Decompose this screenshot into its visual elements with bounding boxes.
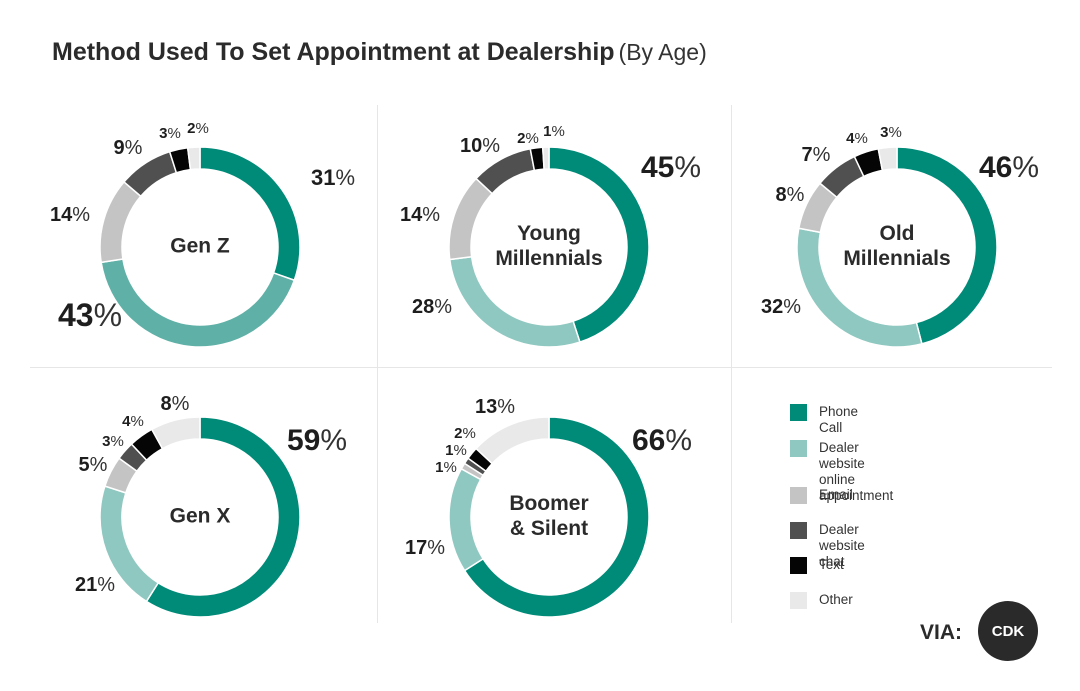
divider-vertical-1	[377, 105, 378, 623]
data-label: 2%	[517, 130, 539, 147]
data-label: 4%	[122, 413, 144, 430]
donut-center-label: Old	[880, 222, 915, 245]
data-label: 59%	[287, 424, 347, 457]
donut-center-label: Millennials	[495, 247, 602, 270]
data-label: 21%	[75, 574, 115, 596]
donut-slice-other	[475, 416, 550, 465]
legend-swatch	[790, 592, 807, 609]
donut-slice-phone-call	[145, 416, 301, 618]
via-label: VIA:	[920, 621, 962, 644]
donut-slice-dealer-website-online-appointment	[448, 467, 485, 572]
data-label: 1%	[543, 123, 565, 140]
chart-subtitle: (By Age)	[618, 39, 707, 65]
legend-item-other: Other	[790, 592, 853, 609]
donut-slice-other	[541, 146, 550, 170]
legend-swatch	[790, 557, 807, 574]
legend-label: Email	[819, 487, 853, 502]
data-label: 4%	[846, 130, 868, 147]
data-label: 17%	[405, 537, 445, 559]
legend-label: Dealer website chat	[819, 522, 865, 569]
data-label: 32%	[761, 296, 801, 318]
data-label: 46%	[979, 151, 1039, 184]
data-label: 5%	[79, 454, 108, 476]
data-label: 2%	[454, 425, 476, 442]
data-label: 3%	[159, 125, 181, 142]
donut-slice-other	[150, 416, 201, 450]
legend-item-website-chat: Dealer website chat	[790, 522, 865, 570]
chart-title-main: Method Used To Set Appointment at Dealer…	[52, 38, 615, 66]
legend-label: Other	[819, 592, 853, 607]
data-label: 45%	[641, 151, 701, 184]
data-label: 1%	[435, 459, 457, 476]
legend-item-text: Text	[790, 557, 844, 574]
legend-label: Phone Call	[819, 404, 859, 435]
data-label: 43%	[58, 297, 122, 333]
legend-label: Text	[819, 557, 844, 572]
legend-label: Dealer website online appointment	[819, 440, 894, 503]
donut-slice-other	[186, 146, 201, 171]
legend-swatch	[790, 404, 807, 421]
data-label: 8%	[776, 184, 805, 206]
donut-slice-phone-call	[463, 416, 650, 618]
data-label: 66%	[632, 424, 692, 457]
donut-center-label: Millennials	[843, 247, 950, 270]
cdk-logo-text: CDK	[991, 622, 1025, 640]
divider-horizontal	[30, 367, 1052, 368]
data-label: 7%	[802, 144, 831, 166]
divider-vertical-2	[731, 105, 732, 623]
data-label: 31%	[311, 165, 355, 190]
data-label: 13%	[475, 396, 515, 418]
data-label: 3%	[102, 433, 124, 450]
data-label: 2%	[187, 120, 209, 137]
donut-slice-other	[877, 146, 898, 172]
donut-center-label: Young	[517, 222, 581, 245]
legend-swatch	[790, 440, 807, 457]
legend-item-phone-call: Phone Call	[790, 404, 858, 436]
donut-center-label: Gen X	[170, 505, 231, 528]
data-label: 14%	[400, 204, 440, 226]
data-label: 1%	[445, 442, 467, 459]
donut-center-label: & Silent	[510, 517, 588, 540]
data-label: 8%	[161, 393, 190, 415]
data-label: 3%	[880, 124, 902, 141]
data-label: 9%	[114, 137, 143, 159]
donut-center-label: Gen Z	[170, 235, 230, 258]
legend-swatch	[790, 522, 807, 539]
legend-item-online-appointment: Dealer website online appointment	[790, 440, 893, 504]
donut-center-label: Boomer	[509, 492, 588, 515]
cdk-logo: CDK	[978, 601, 1038, 661]
legend-item-email: Email	[790, 487, 853, 504]
data-label: 28%	[412, 296, 452, 318]
data-label: 14%	[50, 204, 90, 226]
data-label: 10%	[460, 135, 500, 157]
legend-swatch	[790, 487, 807, 504]
chart-title: Method Used To Set Appointment at Dealer…	[52, 38, 707, 67]
